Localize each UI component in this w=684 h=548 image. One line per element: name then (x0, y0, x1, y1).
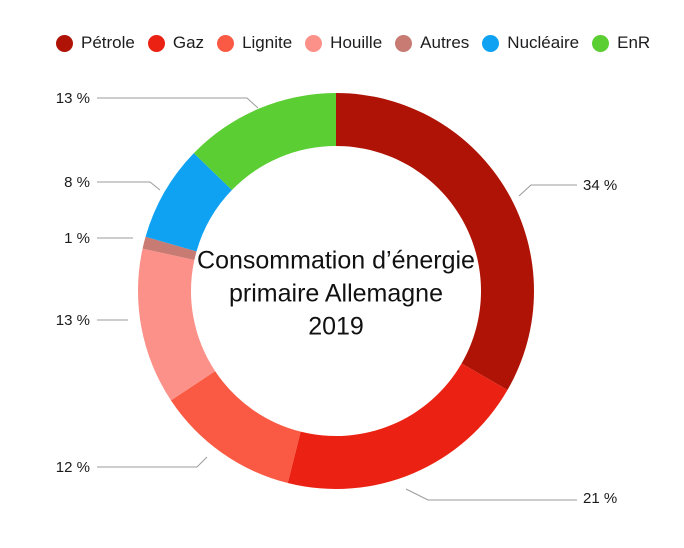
slice-autres[interactable] (142, 236, 197, 260)
legend-item-houille[interactable]: Houille (305, 33, 382, 53)
callout-line-gaz (405, 488, 577, 501)
legend-swatch-icon (592, 34, 610, 52)
legend-label: Gaz (172, 33, 205, 52)
chart-legend: Pétrole Gaz Lignite Houille Autres Nucléaire E… (56, 33, 650, 53)
legend-swatch-icon (217, 34, 235, 52)
legend-item-nucleaire[interactable]: Nucléaire (482, 33, 579, 53)
chart-title: Consommation d’énergie primaire Allemagn… (197, 246, 475, 341)
legend-label: Lignite (242, 33, 293, 52)
legend-label: Pétrole (81, 33, 135, 52)
percent-label-houille: 13 % (56, 312, 90, 329)
legend-item-petrole[interactable]: Pétrole (56, 33, 135, 53)
callout-line-petrole (518, 184, 577, 197)
legend-label: EnR (617, 33, 651, 52)
slice-houille[interactable] (137, 248, 216, 401)
legend-swatch-icon (147, 34, 165, 52)
percent-label-nucleaire: 8 % (64, 174, 90, 191)
legend-item-lignite[interactable]: Lignite (217, 33, 292, 53)
slice-enr[interactable] (193, 93, 336, 191)
percent-label-gaz: 21 % (583, 490, 617, 507)
legend-swatch-icon (395, 34, 413, 52)
legend-swatch-icon (482, 34, 500, 52)
legend-item-enr[interactable]: EnR (592, 33, 650, 53)
legend-label: Nucléaire (507, 33, 580, 52)
percent-label-autres: 1 % (64, 230, 90, 247)
percent-label-enr: 13 % (56, 90, 90, 107)
legend-label: Houille (330, 33, 383, 52)
percent-label-petrole: 34 % (583, 177, 617, 194)
slice-petrole[interactable] (336, 93, 534, 390)
legend-swatch-icon (305, 34, 323, 52)
legend-label: Autres (420, 33, 470, 52)
callout-line-lignite (97, 456, 208, 468)
callout-line-nucleaire (97, 181, 161, 191)
percent-label-lignite: 12 % (56, 459, 90, 476)
callout-line-enr (97, 97, 259, 109)
slice-lignite[interactable] (170, 371, 301, 484)
slice-nucleaire[interactable] (145, 153, 232, 252)
legend-item-autres[interactable]: Autres (395, 33, 469, 53)
slice-gaz[interactable] (287, 363, 508, 489)
legend-item-gaz[interactable]: Gaz (147, 33, 205, 53)
legend-swatch-icon (56, 34, 73, 52)
